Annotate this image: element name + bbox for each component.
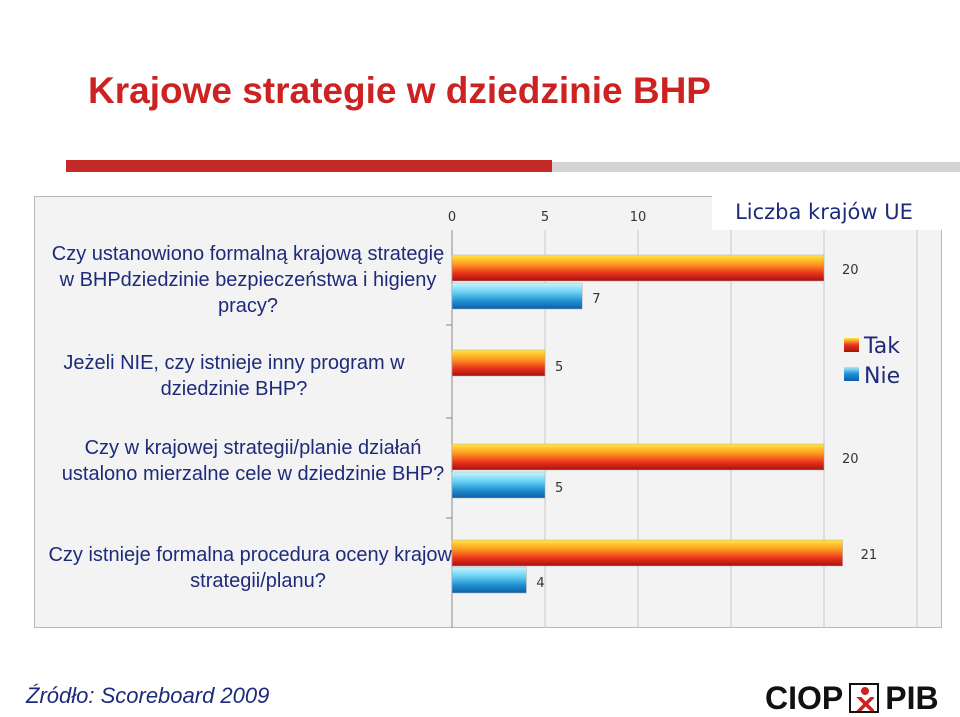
x-tick-label: 5 (541, 210, 549, 225)
bar-tak (451, 539, 843, 567)
page-title: Krajowe strategie w dziedzinie BHP (88, 70, 711, 111)
legend-label-tak: Tak (863, 334, 900, 359)
question-label-1: Czy ustanowiono formalną krajową strateg… (51, 243, 445, 317)
data-label-tak: 20 (842, 263, 859, 278)
source-note: Źródło: Scoreboard 2009 (26, 683, 270, 708)
x-tick-label: 10 (630, 210, 647, 225)
bar-nie (451, 566, 527, 594)
data-label-nie: 4 (536, 576, 544, 591)
bar-tak (451, 254, 825, 282)
data-label-nie: 5 (555, 481, 563, 496)
question-label-2: Jeżeli NIE, czy istnieje inny program w … (63, 352, 405, 400)
bar-tak (451, 349, 546, 377)
logo-figure-icon (849, 683, 880, 713)
bar-tak (451, 443, 825, 471)
x-tick-label: 0 (448, 210, 456, 225)
logo-text-left: CIOP (765, 679, 844, 716)
ciop-pib-logo: CIOP PIB (765, 680, 939, 716)
legend-label-nie: Nie (864, 364, 900, 389)
data-label-nie: 7 (592, 292, 600, 307)
chart-title-box (712, 190, 944, 230)
title-underline-red (66, 160, 552, 172)
data-label-tak: 21 (861, 548, 878, 563)
legend-swatch-tak (844, 338, 859, 352)
question-label-4: Czy istnieje formalna procedura oceny kr… (48, 544, 468, 592)
chart-title: Liczba krajów UE (735, 200, 913, 224)
bar-nie (451, 282, 583, 310)
bar-nie (451, 471, 546, 499)
data-label-tak: 20 (842, 452, 859, 467)
data-label-tak: 5 (555, 360, 563, 375)
question-label-3: Czy w krajowej strategii/planie działań … (61, 437, 445, 485)
logo-text-right: PIB (885, 679, 939, 716)
legend-swatch-nie (844, 367, 859, 381)
